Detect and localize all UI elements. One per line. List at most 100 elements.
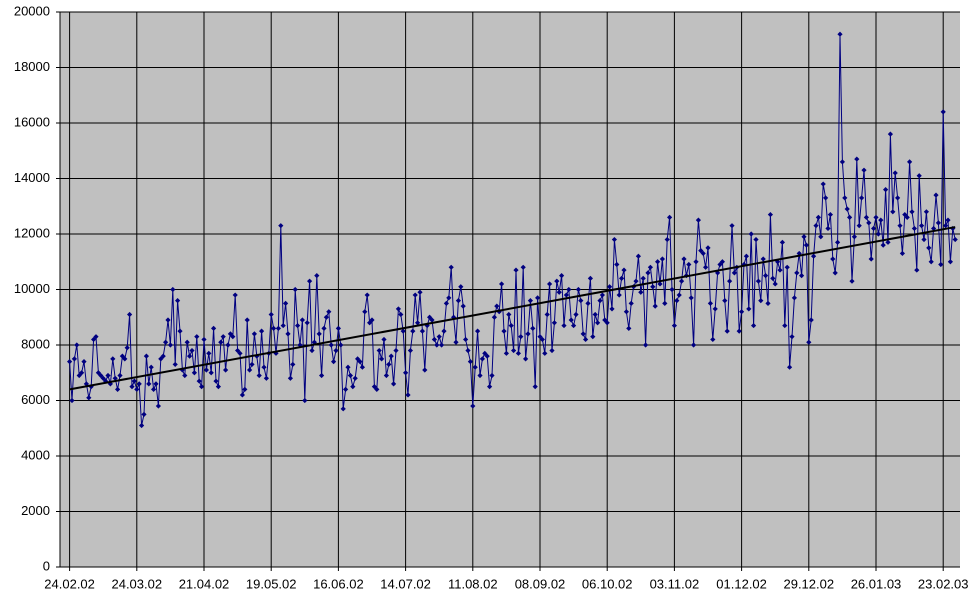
- data-point: [230, 334, 236, 340]
- data-point: [299, 317, 305, 323]
- data-point: [772, 281, 778, 287]
- data-point: [719, 259, 725, 265]
- data-point: [556, 289, 562, 295]
- data-point: [268, 311, 274, 318]
- data-point: [424, 322, 430, 329]
- data-point: [587, 275, 593, 281]
- data-point: [626, 325, 632, 331]
- data-point: [830, 256, 836, 262]
- data-point: [693, 259, 699, 265]
- data-point: [405, 392, 411, 398]
- data-point: [335, 325, 341, 331]
- data-point: [417, 289, 423, 295]
- data-point: [667, 214, 673, 220]
- data-point: [549, 347, 555, 354]
- data-point: [842, 195, 848, 201]
- x-tick-label: 19.05.02: [246, 576, 297, 591]
- data-point: [921, 236, 927, 243]
- data-point: [527, 298, 533, 304]
- data-point: [311, 339, 317, 345]
- data-point: [583, 336, 589, 343]
- data-point: [141, 411, 147, 417]
- data-point: [501, 328, 507, 334]
- data-point: [820, 181, 826, 187]
- data-point: [928, 259, 934, 265]
- data-point: [287, 375, 293, 381]
- data-point: [307, 278, 313, 284]
- data-point: [676, 292, 682, 298]
- data-point: [811, 253, 817, 259]
- data-point: [295, 322, 301, 329]
- data-point: [484, 353, 490, 359]
- data-point: [86, 395, 92, 401]
- x-tick-label: 21.04.02: [179, 576, 230, 591]
- data-point: [952, 236, 958, 243]
- data-point: [681, 256, 687, 262]
- data-point: [866, 220, 872, 226]
- data-point: [499, 281, 505, 287]
- x-tick-label: 24.02.02: [44, 576, 95, 591]
- data-point: [177, 328, 183, 334]
- data-point: [688, 295, 694, 301]
- data-point: [213, 378, 219, 384]
- y-tick-label: 6000: [21, 392, 50, 407]
- data-point: [717, 261, 723, 268]
- data-point: [940, 109, 946, 115]
- x-tick-label: 11.08.02: [448, 576, 498, 591]
- data-point: [580, 331, 586, 337]
- data-point: [722, 298, 728, 304]
- data-point: [350, 384, 356, 390]
- data-point: [686, 261, 692, 268]
- data-point: [712, 306, 718, 312]
- data-point: [755, 278, 761, 284]
- data-point: [489, 372, 495, 379]
- data-point: [115, 386, 121, 392]
- x-tick-label: 16.06.02: [313, 576, 364, 591]
- data-point: [292, 286, 298, 293]
- data-point: [290, 361, 296, 368]
- data-point: [511, 347, 517, 354]
- data-point: [153, 381, 159, 387]
- data-point: [225, 342, 231, 348]
- data-point: [597, 298, 603, 304]
- data-point: [71, 356, 77, 362]
- data-point: [83, 381, 89, 387]
- data-point: [544, 311, 550, 318]
- data-point: [419, 328, 425, 334]
- data-point: [458, 284, 464, 290]
- data-point: [513, 267, 519, 273]
- data-point: [196, 378, 202, 384]
- data-point: [496, 309, 502, 315]
- data-point: [943, 223, 949, 229]
- y-tick-label: 12000: [14, 225, 50, 240]
- data-point: [263, 375, 269, 381]
- data-point: [386, 361, 392, 368]
- data-point: [561, 322, 567, 329]
- data-point: [223, 367, 229, 373]
- data-point: [578, 298, 584, 304]
- data-point: [393, 347, 399, 354]
- data-point: [547, 281, 553, 287]
- data-point: [148, 364, 154, 370]
- data-point: [935, 220, 941, 226]
- data-point: [340, 406, 346, 412]
- data-point: [477, 372, 483, 379]
- data-point: [352, 375, 358, 381]
- x-tick-label: 24.03.02: [111, 576, 162, 591]
- data-point: [806, 339, 812, 345]
- data-point: [453, 339, 459, 345]
- data-point: [398, 311, 404, 318]
- data-point: [383, 372, 389, 379]
- data-point: [271, 325, 277, 331]
- data-point: [239, 392, 245, 398]
- data-point: [729, 223, 735, 229]
- data-point: [515, 350, 521, 356]
- data-point: [328, 342, 334, 348]
- data-point: [530, 325, 536, 331]
- data-point: [206, 350, 212, 356]
- data-point: [895, 195, 901, 201]
- data-point: [568, 317, 574, 323]
- data-point: [674, 298, 680, 304]
- x-tick-label: 14.07.02: [380, 576, 431, 591]
